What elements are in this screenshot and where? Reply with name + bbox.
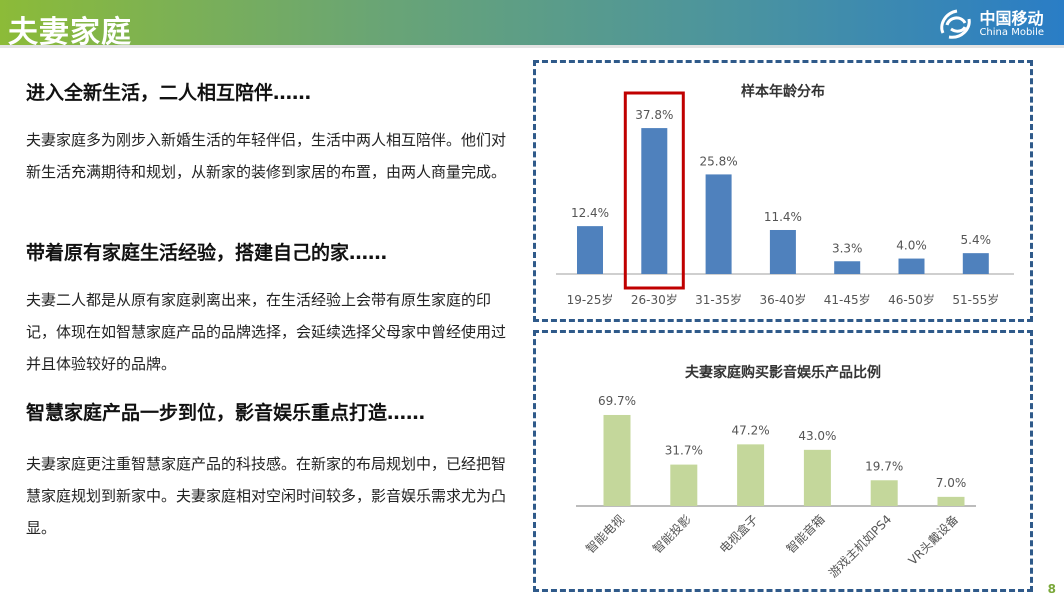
x-tick-label: 51-55岁 <box>952 292 999 307</box>
data-label: 5.4% <box>961 233 992 247</box>
bar <box>641 128 668 274</box>
bar <box>962 253 989 274</box>
x-tick-label: 36-40岁 <box>759 292 806 307</box>
product-ratio-chart: 夫妻家庭购买影音娱乐产品比例 69.7% 智能电视 31.7% 智能投影 47.2% 电视盒… <box>576 364 976 581</box>
x-tick-label: 19-25岁 <box>567 292 614 307</box>
product-chart-panel: 夫妻家庭购买影音娱乐产品比例 69.7% 智能电视 31.7% 智能投影 47.2% 电视盒… <box>533 330 1033 592</box>
china-mobile-logo-icon <box>940 9 972 39</box>
bar <box>870 480 898 506</box>
x-tick-label: 智能音箱 <box>783 512 828 557</box>
data-label: 3.3% <box>832 241 863 255</box>
x-tick-label: 31-35岁 <box>695 292 742 307</box>
header-bar: 夫妻家庭 中国移动 China Mobile <box>0 0 1064 50</box>
x-tick-label: 26-30岁 <box>631 292 678 307</box>
bar <box>937 496 965 506</box>
bar <box>603 414 631 506</box>
data-label: 11.4% <box>764 210 802 224</box>
data-label: 19.7% <box>865 459 903 473</box>
bar <box>577 226 603 274</box>
x-tick-label: VR头戴设备 <box>905 512 961 568</box>
bar <box>769 229 796 274</box>
x-tick-label: 46-50岁 <box>888 292 935 307</box>
data-label: 43.0% <box>798 429 836 443</box>
section-heading: 带着原有家庭生活经验，搭建自己的家…… <box>26 242 388 264</box>
section-heading: 智慧家庭产品一步到位，影音娱乐重点打造…… <box>26 402 426 424</box>
section-body: 夫妻家庭更注重智慧家庭产品的科技感。在新家的布局规划中，已经把智慧家庭规划到新家… <box>26 455 507 537</box>
data-label: 4.0% <box>896 239 927 253</box>
chart-title: 夫妻家庭购买影音娱乐产品比例 <box>685 364 881 381</box>
data-label: 12.4% <box>571 206 609 220</box>
section-body: 夫妻家庭多为刚步入新婚生活的年轻伴侣，生活中两人相互陪伴。他们对新生活充满期待和… <box>26 131 507 181</box>
data-label: 69.7% <box>598 394 636 408</box>
bar <box>670 464 698 506</box>
data-label: 25.8% <box>700 154 738 168</box>
age-chart-panel: 样本年龄分布 12.4% 19-25岁 37.8% 26-30岁 25.8% 31-35岁 1… <box>533 60 1033 322</box>
x-tick-label: 电视盒子 <box>716 512 761 557</box>
page-number: 8 <box>1047 582 1056 596</box>
x-tick-label: 游戏主机如PS4 <box>825 512 894 581</box>
bar <box>737 444 765 506</box>
data-label: 7.0% <box>936 476 967 490</box>
chart-title: 样本年龄分布 <box>741 83 825 100</box>
data-label: 37.8% <box>635 108 673 122</box>
x-tick-label: 智能电视 <box>583 512 628 557</box>
logo-text-en: China Mobile <box>979 26 1044 38</box>
bar <box>705 174 732 274</box>
age-distribution-chart: 样本年龄分布 12.4% 19-25岁 37.8% 26-30岁 25.8% 31-35岁 1… <box>556 83 1014 307</box>
bar <box>803 449 831 506</box>
section-heading: 进入全新生活，二人相互陪伴…… <box>26 82 312 104</box>
highlight-box <box>623 91 685 290</box>
x-tick-label: 41-45岁 <box>824 292 871 307</box>
section-body: 夫妻二人都是从原有家庭剥离出来，在生活经验上会带有原生家庭的印记，体现在如智慧家… <box>26 291 507 373</box>
china-mobile-logo: 中国移动 China Mobile <box>937 7 1044 41</box>
logo-text-cn: 中国移动 <box>979 8 1044 28</box>
bar <box>898 258 925 274</box>
data-label: 31.7% <box>665 444 703 458</box>
bar <box>834 261 861 274</box>
x-tick-label: 智能投影 <box>649 512 694 557</box>
data-label: 47.2% <box>732 423 770 437</box>
page-title: 夫妻家庭 <box>8 15 132 50</box>
